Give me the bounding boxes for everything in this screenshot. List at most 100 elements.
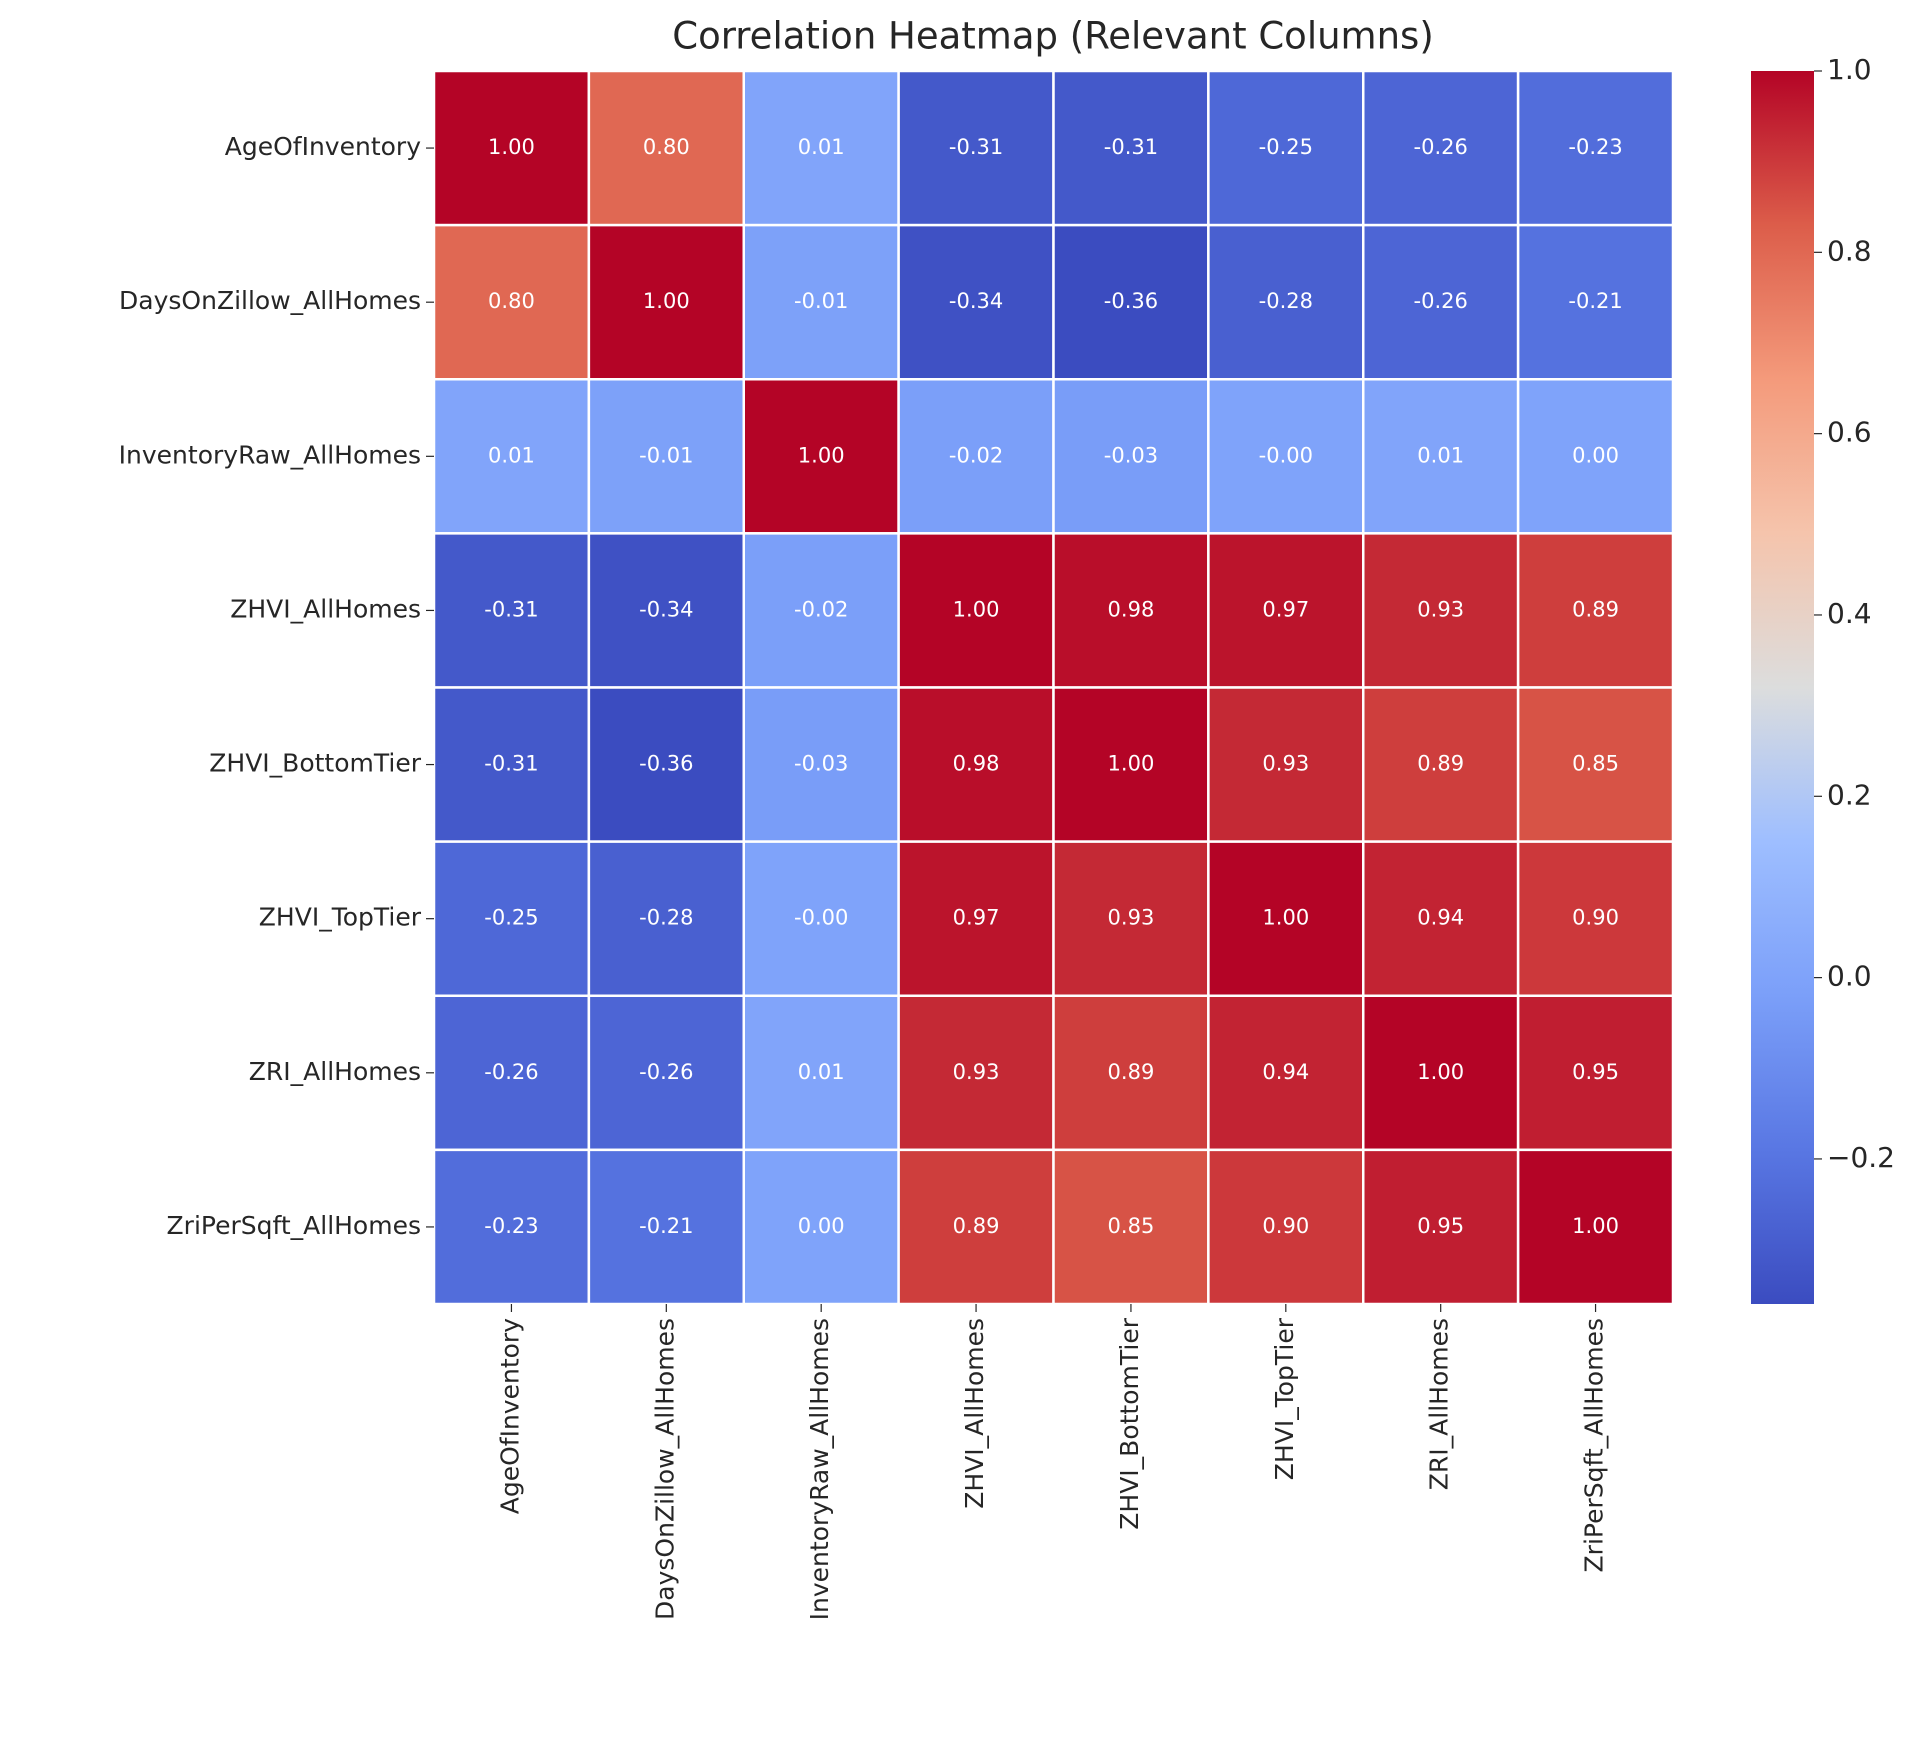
cell-label: 0.98: [1108, 597, 1155, 621]
cell-label: 0.93: [1262, 752, 1309, 776]
cell-label: 0.93: [1108, 906, 1155, 930]
cell-label: 1.00: [643, 289, 690, 313]
cell-label: -0.02: [794, 597, 848, 621]
cell-label: 0.89: [1108, 1060, 1155, 1084]
heatmap-cell: [1052, 532, 1210, 689]
heatmap-cell: [742, 1148, 900, 1306]
y-tick-label: DaysOnZillow_AllHomes: [119, 286, 421, 315]
heatmap-cell: [587, 223, 745, 381]
cell-label: -0.21: [1568, 289, 1622, 313]
colorbar-tick-label: 0.6: [1827, 416, 1872, 449]
cell-label: 0.94: [1417, 906, 1464, 930]
cell-label: 0.80: [488, 289, 535, 313]
heatmap-cell: [897, 686, 1055, 843]
heatmap-cell: [1207, 994, 1365, 1152]
cell-label: -0.25: [484, 906, 538, 930]
colorbar-tick-label: 0.8: [1827, 234, 1872, 267]
heatmap-cell: [1052, 686, 1210, 843]
cell-label: -0.00: [1259, 443, 1313, 467]
cell-label: -0.26: [484, 1060, 538, 1084]
cell-label: -0.03: [794, 752, 848, 776]
cell-label: 0.95: [1417, 1214, 1464, 1238]
heatmap-cell: [1516, 378, 1675, 535]
cell-label: 0.90: [1572, 906, 1619, 930]
cell-label: 0.01: [488, 443, 535, 467]
cell-label: 0.89: [1572, 597, 1619, 621]
cell-label: 1.00: [798, 443, 845, 467]
cell-label: -0.31: [484, 597, 538, 621]
cell-label: -0.23: [484, 1214, 538, 1238]
heatmap-cell: [432, 994, 591, 1152]
cell-label: 0.89: [953, 1214, 1000, 1238]
cell-label: 0.98: [953, 752, 1000, 776]
cell-label: -0.31: [949, 135, 1003, 159]
heatmap-cell: [897, 378, 1055, 535]
x-tick-label: DaysOnZillow_AllHomes: [650, 1318, 679, 1620]
heatmap-cell: [1362, 532, 1520, 689]
cell-label: 0.95: [1572, 1060, 1619, 1084]
heatmap-cell: [1516, 686, 1675, 843]
heatmap-cell: [1516, 223, 1675, 381]
x-tick-label: ZHVI_BottomTier: [1115, 1317, 1144, 1529]
heatmap-cell: [1207, 223, 1365, 381]
heatmap-cell: [742, 532, 900, 689]
y-tick-label: ZriPerSqft_AllHomes: [167, 1211, 421, 1240]
cell-label: 1.00: [1108, 752, 1155, 776]
cell-label: -0.26: [639, 1060, 693, 1084]
cell-label: -0.31: [1104, 135, 1158, 159]
cell-label: 0.01: [798, 1060, 845, 1084]
heatmap-cell: [587, 69, 745, 227]
cell-label: 1.00: [1262, 906, 1309, 930]
cell-label: -0.26: [1414, 135, 1468, 159]
colorbar-tick-label: 0.4: [1827, 597, 1872, 630]
heatmap-cell: [897, 223, 1055, 381]
heatmap-cell: [1516, 994, 1675, 1152]
heatmap-cell: [432, 69, 591, 227]
cell-label: 0.93: [1417, 597, 1464, 621]
colorbar-tick-label: 0.0: [1827, 960, 1872, 993]
heatmap-cell: [1362, 994, 1520, 1152]
cell-label: -0.03: [1104, 443, 1158, 467]
x-tick-label: AgeOfInventory: [495, 1318, 524, 1514]
heatmap-cell: [1516, 1148, 1675, 1306]
chart-title: Correlation Heatmap (Relevant Columns): [672, 15, 1434, 58]
colorbar-tick-label: 1.0: [1827, 53, 1872, 86]
cell-label: -0.31: [484, 752, 538, 776]
x-tick-label: ZriPerSqft_AllHomes: [1580, 1318, 1609, 1572]
heatmap-cell: [1362, 840, 1520, 997]
y-tick-label: ZRI_AllHomes: [249, 1057, 421, 1086]
cell-label: -0.21: [639, 1214, 693, 1238]
cell-label: 0.01: [1417, 443, 1464, 467]
heatmap-cell: [742, 840, 900, 997]
heatmap-cell: [1362, 686, 1520, 843]
cell-label: -0.36: [1104, 289, 1158, 313]
heatmap-cell: [1207, 378, 1365, 535]
cell-label: -0.34: [639, 597, 693, 621]
cell-label: -0.26: [1414, 289, 1468, 313]
cell-label: 0.01: [798, 135, 845, 159]
colorbar-tick-label: 0.2: [1827, 778, 1872, 811]
heatmap-cell: [1516, 840, 1675, 997]
cell-label: -0.28: [639, 906, 693, 930]
cell-label: -0.00: [794, 906, 848, 930]
colorbar-tick-label: −0.2: [1827, 1141, 1895, 1174]
y-tick-label: ZHVI_AllHomes: [230, 594, 421, 623]
cell-label: 0.00: [798, 1214, 845, 1238]
y-tick-label: ZHVI_TopTier: [259, 903, 422, 932]
heatmap-cell: [1362, 378, 1520, 535]
cell-label: 1.00: [1417, 1060, 1464, 1084]
cell-label: 0.00: [1572, 443, 1619, 467]
cell-label: 0.90: [1262, 1214, 1309, 1238]
cell-label: -0.36: [639, 752, 693, 776]
x-tick-label: ZRI_AllHomes: [1425, 1318, 1454, 1490]
y-tick-label: ZHVI_BottomTier: [209, 749, 421, 778]
x-tick-label: ZHVI_TopTier: [1270, 1317, 1299, 1480]
cell-label: -0.28: [1259, 289, 1313, 313]
heatmap-cell: [1207, 69, 1365, 227]
cell-label: -0.23: [1568, 135, 1622, 159]
heatmap-cell: [1052, 994, 1210, 1152]
cell-label: 0.89: [1417, 752, 1464, 776]
heatmap-cell: [1052, 840, 1210, 997]
heatmap-cell: [1052, 1148, 1210, 1306]
